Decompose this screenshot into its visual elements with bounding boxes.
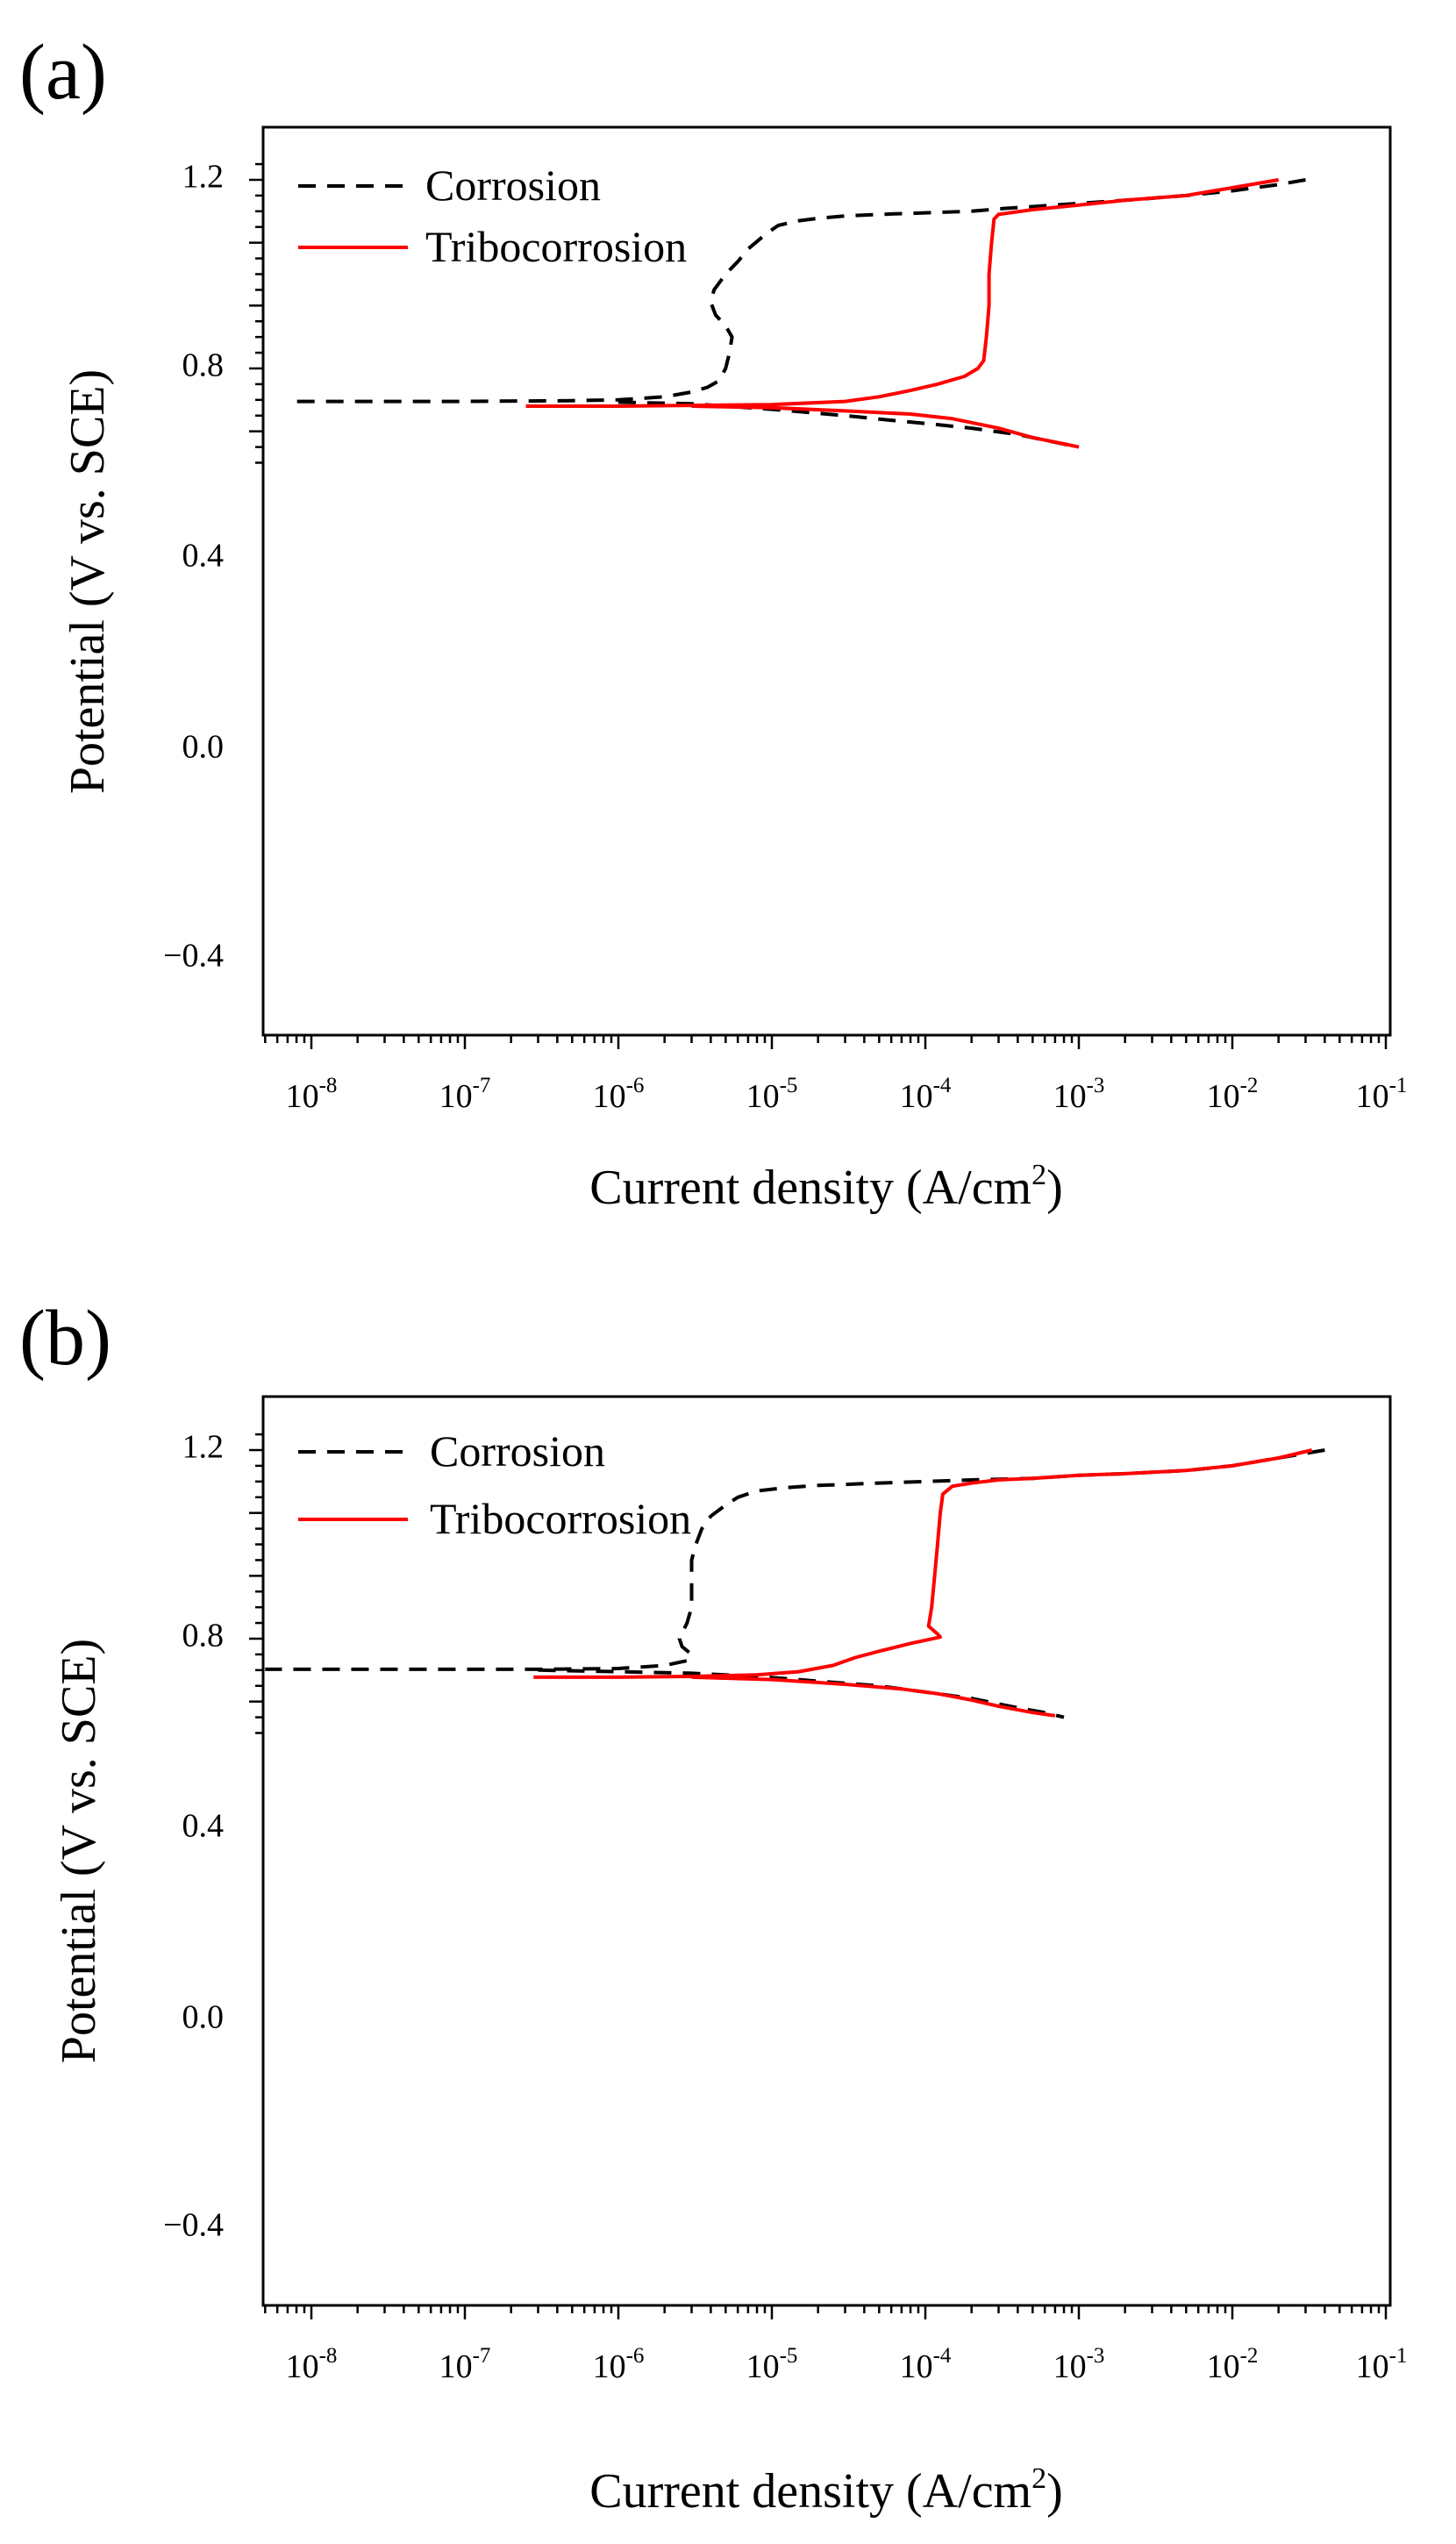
- panel-a-xtick-label: 10-4: [900, 1074, 952, 1115]
- panel-a-ytick-label: 0.0: [182, 729, 225, 766]
- panel-b-xtick-label: 10-4: [900, 2344, 952, 2385]
- panel-a-plot-frame: [261, 125, 1392, 1037]
- panel-b-axis-ticks: [249, 1433, 1388, 2319]
- panel-b-xtick-labels: 10-8 10-7 10-6 10-5 10-4 10-3 10-2 10-1: [286, 2344, 1408, 2385]
- panel-a-label: (a): [19, 29, 107, 116]
- panel-b-plot-frame: [261, 1395, 1392, 2307]
- panel-b-legend-label-tribocorrosion: Tribocorrosion: [430, 1494, 691, 1543]
- panel-b-xtick-label: 10-1: [1356, 2344, 1408, 2385]
- panel-a-ytick-labels: −0.4 0.0 0.4 0.8 1.2: [163, 159, 224, 975]
- panel-b-ytick-label: −0.4: [163, 2207, 224, 2244]
- panel-b-ytick-label: 0.4: [182, 1808, 225, 1845]
- panel-b-x-axis-label: Current density (A/cm2): [589, 2462, 1063, 2519]
- panel-a-series-corrosion-1: [617, 400, 1080, 449]
- panel-b-series-tribocorrosion-2: [533, 1448, 1313, 1679]
- panel-a-series-tribocorrosion-2: [525, 178, 1280, 408]
- panel-a-xtick-label: 10-5: [746, 1074, 798, 1115]
- panel-b-xtick-label: 10-6: [593, 2344, 645, 2385]
- panel-b-ytick-label: 1.2: [182, 1429, 225, 1466]
- panel-b-xtick-label: 10-2: [1207, 2344, 1259, 2385]
- panel-b-xtick-label: 10-5: [746, 2344, 798, 2385]
- panel-a-xtick-labels: 10-8 10-7 10-6 10-5 10-4 10-3 10-2 10-1: [286, 1074, 1408, 1115]
- panel-b-ytick-label: 0.0: [182, 1999, 225, 2036]
- panel-b-legend: Corrosion Tribocorrosion: [298, 1426, 691, 1543]
- panel-a-series-corrosion-0: [296, 178, 1306, 404]
- panel-b-ytick-label: 0.8: [182, 1618, 225, 1654]
- panel-a-xtick-label: 10-8: [286, 1074, 338, 1115]
- panel-a-ytick-label: 0.4: [182, 538, 225, 575]
- panel-a: (a) −0.4 0.0 0.4 0.8 1.2 10-8 10-7 10-6 …: [19, 29, 1407, 1215]
- panel-a-xtick-label: 10-3: [1053, 1074, 1105, 1115]
- panel-b-y-axis-label: Potential (V vs. SCE): [52, 1639, 106, 2063]
- panel-b-series: [265, 1448, 1325, 1719]
- panel-a-ytick-label: 0.8: [182, 347, 225, 384]
- panel-b-ytick-labels: −0.4 0.0 0.4 0.8 1.2: [163, 1429, 224, 2244]
- panel-a-xtick-label: 10-2: [1207, 1074, 1259, 1115]
- panel-b-legend-label-corrosion: Corrosion: [430, 1426, 605, 1476]
- panel-b-label: (b): [19, 1295, 111, 1382]
- panel-b-xtick-label: 10-7: [439, 2344, 491, 2385]
- panel-a-xtick-label: 10-6: [593, 1074, 645, 1115]
- panel-a-ytick-label: −0.4: [163, 938, 224, 975]
- panel-a-legend: Corrosion Tribocorrosion: [298, 161, 687, 271]
- panel-a-axis-ticks: [249, 162, 1388, 1049]
- panel-b-xtick-label: 10-8: [286, 2344, 338, 2385]
- panel-a-x-axis-label: Current density (A/cm2): [589, 1159, 1063, 1215]
- panel-b: (b) −0.4 0.0 0.4 0.8 1.2 10-8 10-7 10-6 …: [19, 1295, 1407, 2519]
- panel-a-series-tribocorrosion-3: [691, 404, 1080, 449]
- panel-a-legend-label-tribocorrosion: Tribocorrosion: [425, 222, 687, 271]
- panel-a-legend-label-corrosion: Corrosion: [425, 161, 601, 210]
- panel-b-series-corrosion-0: [265, 1448, 1325, 1671]
- panel-b-series-corrosion-1: [538, 1668, 1065, 1719]
- panel-b-series-tribocorrosion-3: [691, 1675, 1056, 1718]
- panel-a-ytick-label: 1.2: [182, 159, 225, 196]
- panel-a-series: [296, 178, 1306, 449]
- panel-a-xtick-label: 10-1: [1356, 1074, 1408, 1115]
- panel-b-xtick-label: 10-3: [1053, 2344, 1105, 2385]
- panel-a-y-axis-label: Potential (V vs. SCE): [61, 369, 115, 794]
- panel-a-xtick-label: 10-7: [439, 1074, 491, 1115]
